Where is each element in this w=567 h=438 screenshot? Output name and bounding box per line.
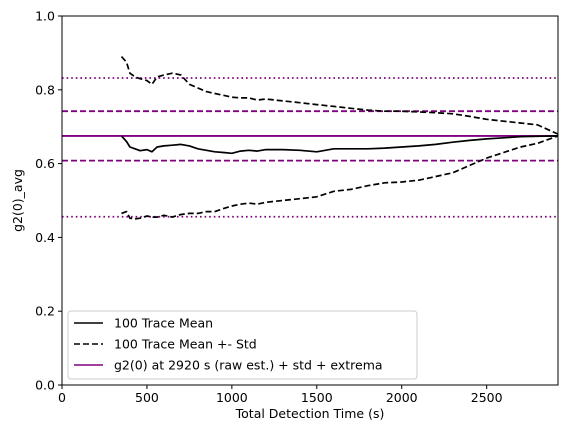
- y-axis-label: g2(0)_avg: [10, 169, 25, 232]
- y-tick-label: 1.0: [35, 9, 55, 24]
- legend-box: [67, 310, 418, 380]
- x-axis-label: Total Detection Time (s): [235, 406, 385, 421]
- y-axis-ticks: 0.0 0.2 0.4 0.6 0.8 1.0: [35, 9, 62, 393]
- axes-frame: [61, 15, 559, 386]
- legend-label-mean: 100 Trace Mean: [114, 316, 213, 331]
- y-tick-label: 0.2: [35, 304, 55, 319]
- x-tick-label: 1500: [301, 390, 333, 405]
- y-tick-label: 0.8: [35, 82, 55, 97]
- x-tick-label: 2500: [471, 390, 503, 405]
- y-tick-label: 0.4: [35, 230, 55, 245]
- legend-label-std: 100 Trace Mean +- Std: [114, 337, 257, 352]
- series-line-0: [120, 135, 559, 155]
- x-tick-label: 1000: [216, 390, 248, 405]
- legend: 100 Trace Mean 100 Trace Mean +- Std g2(…: [67, 310, 418, 380]
- plot-lines: [62, 56, 559, 220]
- x-tick-label: 500: [135, 390, 159, 405]
- x-tick-label: 0: [58, 390, 66, 405]
- x-axis-ticks: 0 500 1000 1500 2000 2500: [58, 385, 503, 405]
- y-tick-label: 0.6: [35, 156, 55, 171]
- legend-label-reference: g2(0) at 2920 s (raw est.) + std + extre…: [114, 358, 383, 373]
- x-tick-label: 2000: [386, 390, 418, 405]
- y-tick-label: 0.0: [35, 378, 55, 393]
- series-line-1: [120, 56, 559, 135]
- series-line-2: [121, 135, 559, 220]
